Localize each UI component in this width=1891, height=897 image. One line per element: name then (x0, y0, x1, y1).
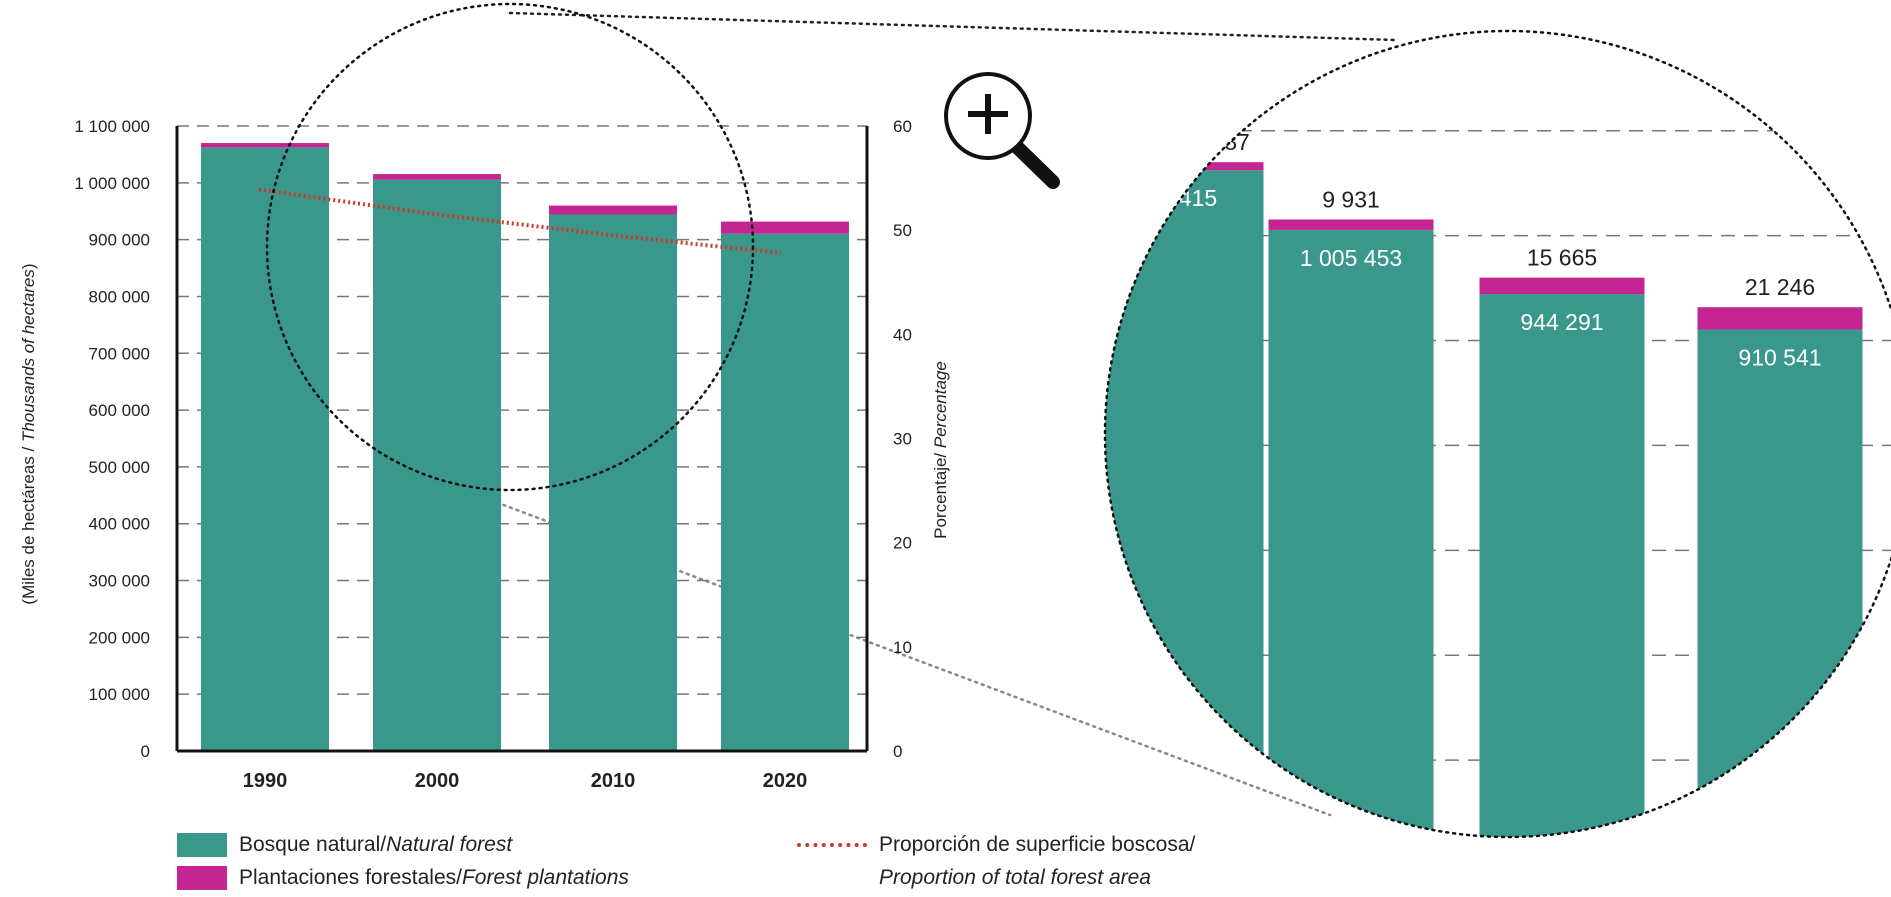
y-tick-label: 1 000 000 (74, 174, 150, 193)
legend-item-plantations: Plantaciones forestales/Forest plantatio… (177, 861, 629, 894)
y-tick-label: 200 000 (89, 628, 150, 647)
y2-tick-label: 30 (893, 430, 912, 449)
left-axis-title: (Miles de hectáreas / Thousands of hecta… (19, 263, 38, 604)
x-tick-label: 2010 (591, 770, 636, 792)
zoom-bars (1105, 162, 1863, 837)
zoom-label-natural: 944 291 (1520, 309, 1603, 335)
legend-label-proportion-es: Proporción de superficie boscosa/ (879, 832, 1196, 856)
zoom-label-natural: 1 005 453 (1300, 245, 1402, 271)
left-axis-title-close: ) (19, 263, 38, 269)
y-tick-label: 600 000 (89, 401, 150, 420)
zoom-connector-top (508, 11, 1397, 42)
y-tick-label: 700 000 (89, 344, 150, 363)
zoom-label-plantations: 21 246 (1745, 274, 1815, 300)
legend-label-natural-en: Natural forest (386, 832, 513, 856)
legend-label-plantations-es: Plantaciones forestales/ (239, 865, 462, 889)
zoom-bar-natural-2020 (1697, 329, 1863, 837)
x-tick-label: 1990 (243, 770, 288, 792)
right-axis-title-es: Porcentaje/ (931, 448, 950, 539)
y2-tick-label: 50 (893, 221, 912, 240)
legend-label-plantations-en: Forest plantations (461, 865, 629, 889)
zoom-lens-circle (265, 2, 755, 492)
zoom-bar-plantations-2020 (1697, 307, 1863, 330)
left-axis-title-en: Thousands of hectares (19, 269, 38, 442)
bar-natural-2020 (721, 233, 849, 751)
bar-plantations-2020 (721, 221, 849, 234)
zoom-bar-natural-1990 (1105, 170, 1264, 837)
main-bars (201, 143, 849, 752)
category-labels: 1990 2000 2010 2020 (243, 770, 808, 792)
zoom-bar-plantations-2010 (1479, 277, 1645, 295)
legend-item-natural: Bosque natural/Natural forest (177, 828, 629, 861)
y-tick-label: 100 000 (89, 685, 150, 704)
left-tick-labels: 0 100 000 200 000 300 000 400 000 500 000 600 … (74, 117, 150, 761)
zoom-label-plantations: 15 665 (1527, 245, 1597, 271)
y-tick-label: 400 000 (89, 515, 150, 534)
bar-natural-2000 (373, 179, 501, 752)
y-tick-label: 0 (141, 742, 150, 761)
zoom-bar-plantations-2000 (1268, 219, 1434, 230)
zoom-bar-natural-2010 (1479, 294, 1645, 837)
y2-tick-label: 0 (893, 742, 902, 761)
y2-tick-label: 60 (893, 117, 912, 136)
legend-label-proportion-en: Proportion of total forest area (879, 865, 1151, 889)
legend-right: Proporción de superficie boscosa/ Propor… (797, 828, 1195, 894)
zoom-bar-natural-2000 (1268, 229, 1434, 837)
legend-label-natural-es: Bosque natural/ (239, 832, 387, 856)
right-axis-title-en: Percentage (931, 361, 950, 448)
bar-plantations-2010 (549, 205, 677, 215)
legend-swatch-natural (177, 832, 227, 857)
y-tick-label: 300 000 (89, 572, 150, 591)
right-tick-labels: 0 10 20 30 40 50 60 (893, 117, 912, 761)
y-tick-label: 800 000 (89, 287, 150, 306)
magnifier-plus-icon (944, 72, 1060, 189)
zoom-label-plantations: 7 587 (1192, 129, 1250, 155)
y-tick-label: 500 000 (89, 458, 150, 477)
legend-swatch-proportion (797, 842, 867, 847)
x-tick-label: 2020 (763, 770, 808, 792)
y-tick-label: 900 000 (89, 231, 150, 250)
x-tick-label: 2000 (415, 770, 460, 792)
zoom-label-natural: 1 062 415 (1115, 185, 1217, 211)
y2-tick-label: 10 (893, 638, 912, 657)
bar-plantations-1990 (201, 143, 329, 148)
left-axis-title-es: (Miles de hectáreas / (19, 442, 38, 605)
right-axis-title: Porcentaje/ Percentage (931, 361, 950, 539)
bar-plantations-2000 (373, 174, 501, 180)
zoom-label-plantations: 9 931 (1322, 187, 1380, 213)
bar-natural-1990 (201, 147, 329, 752)
proportion-line (258, 187, 782, 256)
legend-item-proportion: Proporción de superficie boscosa/ (797, 828, 1195, 861)
zoom-bar-plantations-1990 (1105, 162, 1264, 171)
bar-natural-2010 (549, 214, 677, 752)
legend-item-proportion-en: Proportion of total forest area (797, 861, 1195, 894)
y-tick-label: 1 100 000 (74, 117, 150, 136)
zoom-circle (1103, 29, 1891, 839)
legend-left: Bosque natural/Natural forest Plantacion… (177, 828, 629, 894)
legend-swatch-plantations (177, 865, 227, 890)
main-gridlines (177, 125, 867, 695)
y2-tick-label: 40 (893, 325, 912, 344)
y2-tick-label: 20 (893, 534, 912, 553)
zoom-label-natural: 910 541 (1738, 344, 1821, 370)
